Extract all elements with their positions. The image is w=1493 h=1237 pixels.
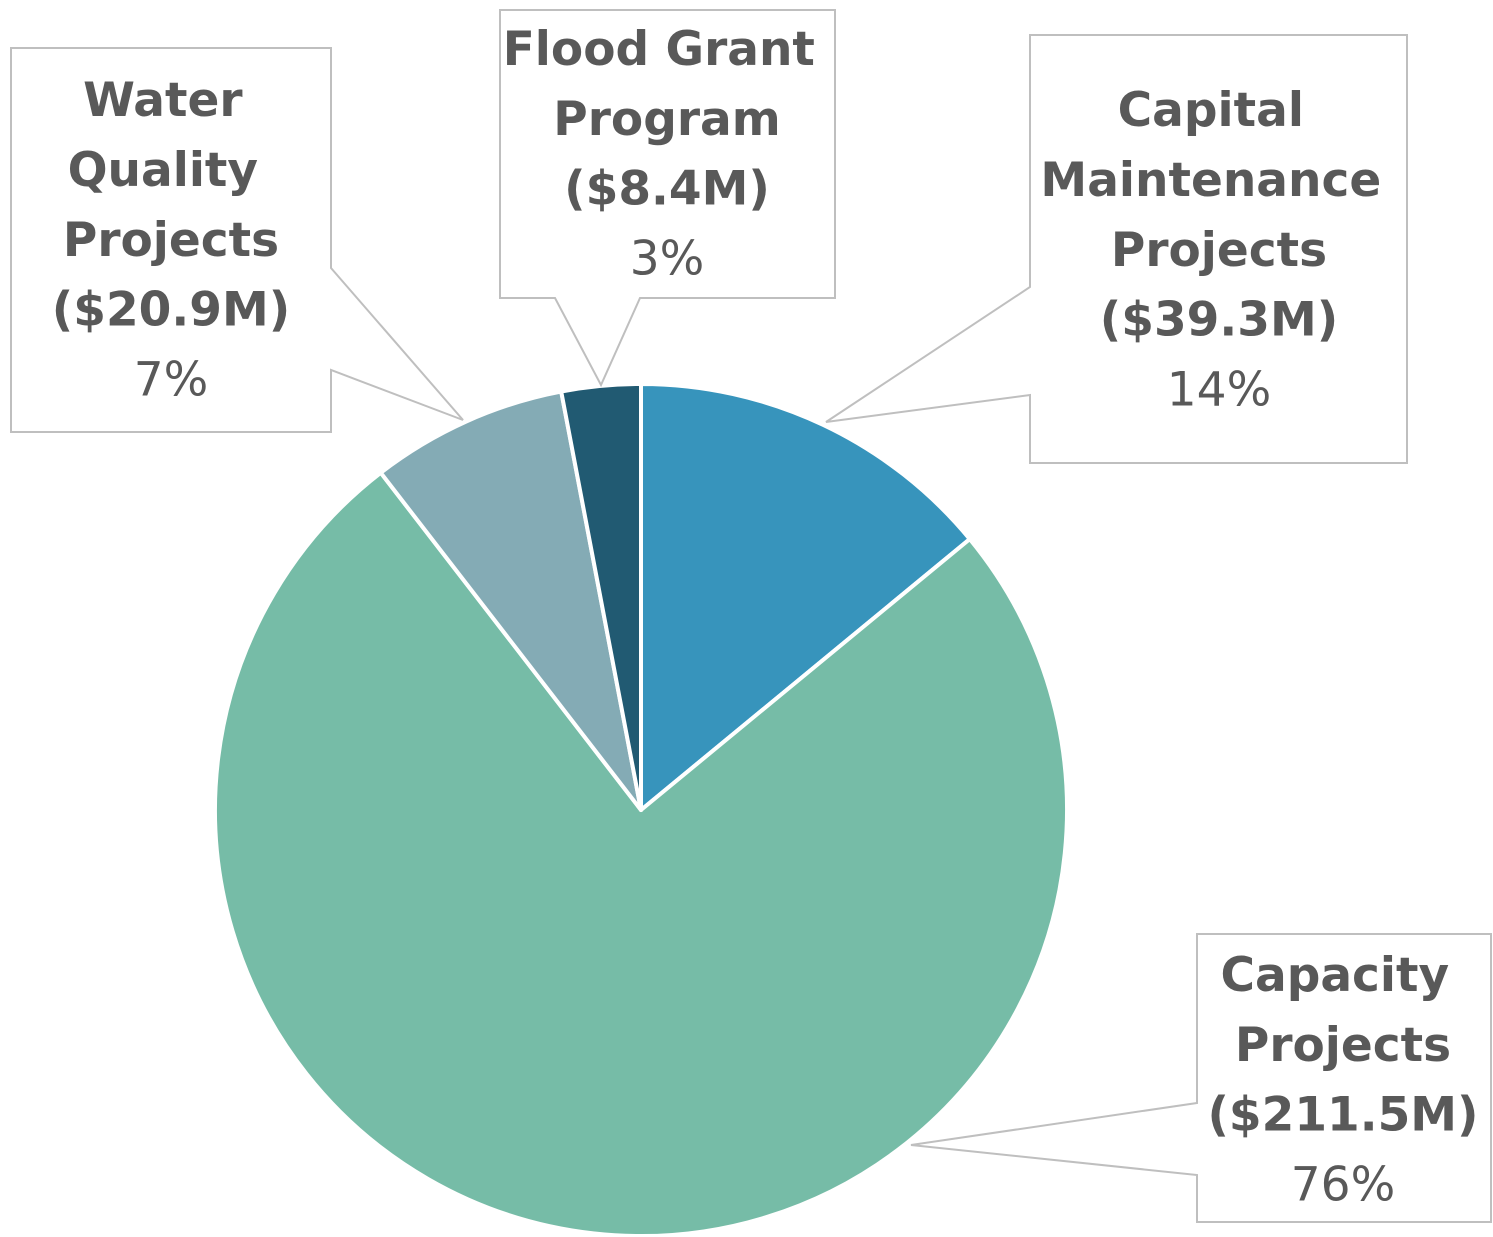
callout-box (10, 47, 464, 433)
pie (213, 382, 1069, 1237)
category-label: Flood Grant Program (503, 22, 832, 147)
percentage-label: 7% (134, 353, 209, 408)
labels: Capital Maintenance Projects ($39.3M) 14% C… (52, 22, 1479, 1213)
value-label: ($20.9M) (52, 283, 290, 338)
percentage-label: 14% (1167, 363, 1271, 418)
category-label: Water Quality Projects (63, 73, 279, 268)
pie-slice (378, 389, 643, 812)
category-label: Capacity Projects (1220, 948, 1465, 1073)
value-label: ($8.4M) (564, 162, 770, 217)
value-label: ($39.3M) (1100, 293, 1338, 348)
callout-box (499, 9, 836, 388)
category-label: Capital Maintenance Projects (1040, 83, 1397, 278)
pie-slice (639, 382, 972, 812)
value-label: ($211.5M) (1207, 1088, 1478, 1143)
callout-box (825, 34, 1408, 464)
callout-box (910, 933, 1492, 1223)
percentage-label: 76% (1291, 1158, 1395, 1213)
pie-slice (213, 470, 1069, 1237)
percentage-label: 3% (630, 232, 705, 287)
